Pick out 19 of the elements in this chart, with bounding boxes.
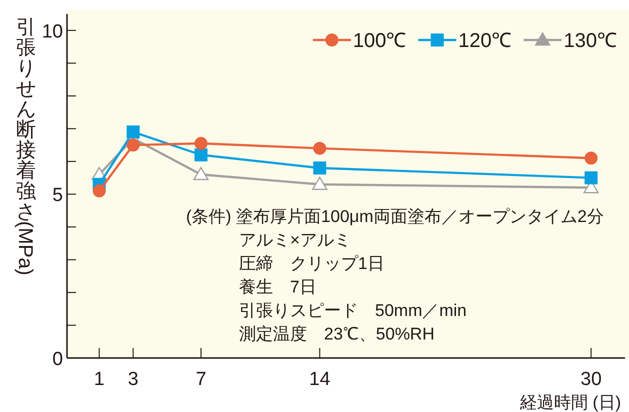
text: 引張りせん断接着強さ(MPa) [14,16,36,276]
x-tick-label: 1 [94,369,105,390]
annotation: アルミ×アルミ [239,230,351,250]
x-tick-label: 7 [196,369,206,390]
y-tick-label: 10 [42,21,63,42]
annotation: 引張りスピード 50mm／min [239,301,467,320]
legend-label: 120℃ [458,30,512,52]
annotation: 養生 7日 [239,278,316,296]
annotation: 圧締 クリップ1日 [239,254,384,273]
x-axis-title: 経過時間 (日) [518,393,621,412]
legend-label: 130℃ [564,30,617,52]
y-tick-label: 0 [52,349,63,370]
annotation: 測定温度 23℃、50%RH [239,324,434,344]
x-tick-label: 3 [128,369,138,390]
annotation: (条件) 塗布厚片面100μm両面塗布／オープンタイム2分 [186,207,604,226]
x-tick-label: 30 [580,369,602,390]
y-tick-label: 5 [52,185,63,206]
legend-label: 100℃ [352,30,406,52]
x-tick-label: 14 [309,369,331,390]
